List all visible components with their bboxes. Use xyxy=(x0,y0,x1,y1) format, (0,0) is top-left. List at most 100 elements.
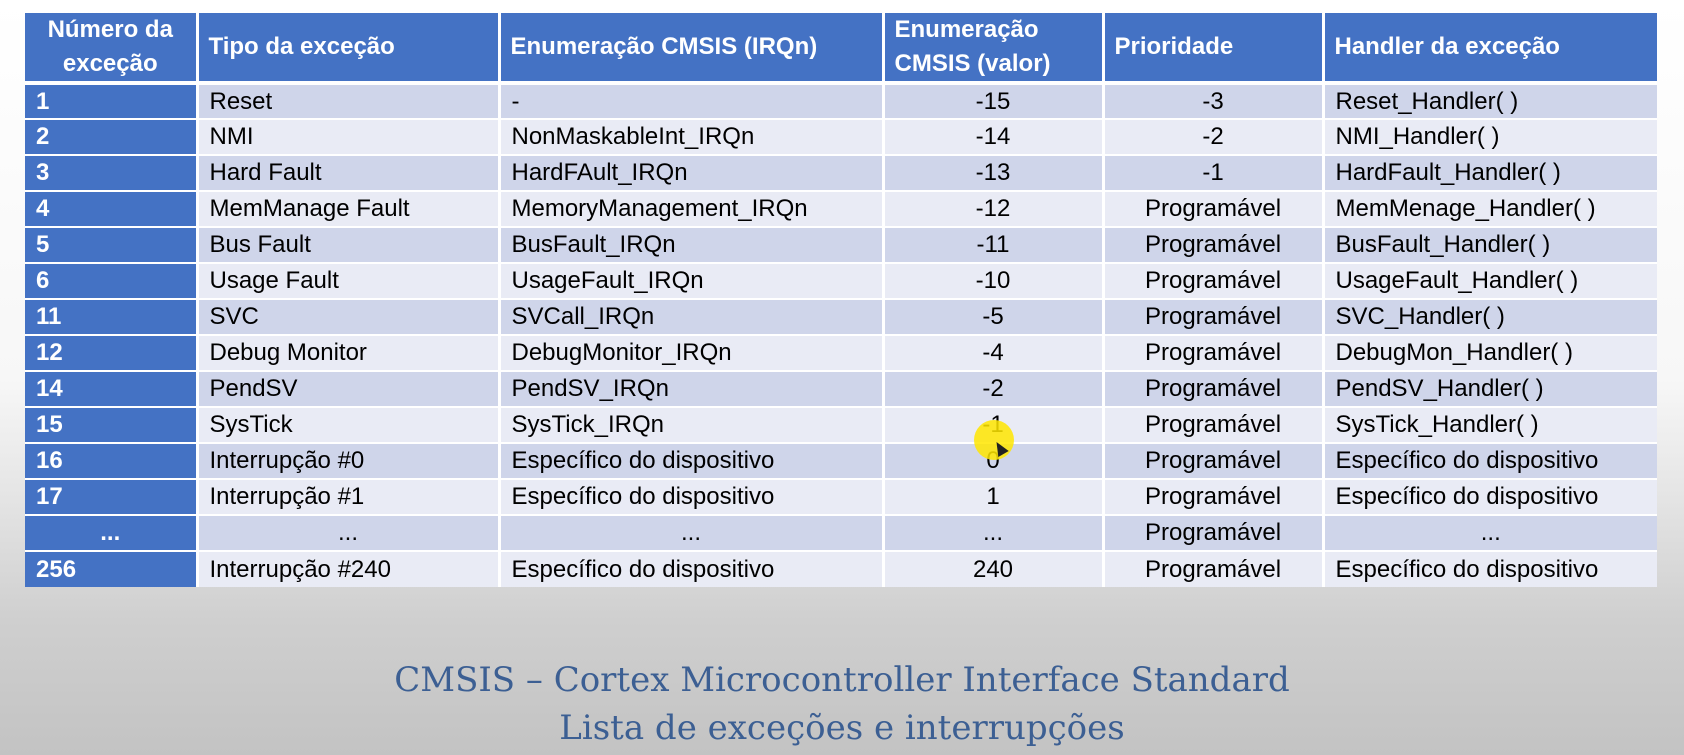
cell-priority: Programável xyxy=(1103,478,1325,515)
cell-exception-type: MemManage Fault xyxy=(197,190,501,227)
cell-exception-type: SysTick xyxy=(197,406,501,443)
cell-handler: HardFault_Handler( ) xyxy=(1323,154,1657,191)
cell-exception-type: Reset xyxy=(197,82,501,119)
cell-exception-type: Interrupção #1 xyxy=(197,478,501,515)
table-row: 16 Interrupção #0 Específico do dispositiv… xyxy=(25,442,1657,479)
cell-handler: SVC_Handler( ) xyxy=(1323,298,1657,335)
cell-exception-number: 3 xyxy=(25,154,199,191)
cell-priority: Programável xyxy=(1103,442,1325,479)
cell-cmsis-value: -13 xyxy=(883,154,1105,191)
table-row: 256 Interrupção #240 Específico do disposi… xyxy=(25,550,1657,587)
cell-exception-type: NMI xyxy=(197,118,501,155)
header-cmsis-value: Enumeração CMSIS (valor) xyxy=(883,13,1105,85)
cell-cmsis-value: ... xyxy=(883,514,1105,551)
cell-exception-number: 15 xyxy=(25,406,199,443)
cell-cmsis-value: -5 xyxy=(883,298,1105,335)
exceptions-table: Número da exceção Tipo da exceção Enumer… xyxy=(25,13,1657,587)
cell-exception-number: 2 xyxy=(25,118,199,155)
cell-exception-type: Hard Fault xyxy=(197,154,501,191)
cell-handler: BusFault_Handler( ) xyxy=(1323,226,1657,263)
table-row: 6 Usage Fault UsageFault_IRQn -10 Programáve… xyxy=(25,262,1657,299)
cell-cmsis-enum: NonMaskableInt_IRQn xyxy=(499,118,885,155)
cell-priority: -2 xyxy=(1103,118,1325,155)
cell-exception-type: Usage Fault xyxy=(197,262,501,299)
cell-priority: Programável xyxy=(1103,550,1325,587)
table-row: 4 MemManage Fault MemoryManagement_IRQn -12… xyxy=(25,190,1657,227)
cell-cmsis-value: -10 xyxy=(883,262,1105,299)
cell-cmsis-value: 240 xyxy=(883,550,1105,587)
cell-exception-type: PendSV xyxy=(197,370,501,407)
cell-exception-number: ... xyxy=(25,514,199,551)
cell-priority: Programável xyxy=(1103,262,1325,299)
caption-title: CMSIS – Cortex Microcontroller Interface… xyxy=(394,660,1290,700)
cell-cmsis-enum: PendSV_IRQn xyxy=(499,370,885,407)
table-body: 1 Reset - -15 -3 Reset_Handler( ) 2 NMI NonMaska… xyxy=(25,82,1657,587)
cell-cmsis-enum: SysTick_IRQn xyxy=(499,406,885,443)
cell-exception-type: Interrupção #240 xyxy=(197,550,501,587)
cell-cmsis-value: -2 xyxy=(883,370,1105,407)
cell-cmsis-value: -4 xyxy=(883,334,1105,371)
header-handler: Handler da exceção xyxy=(1323,13,1657,85)
cell-priority: Programável xyxy=(1103,334,1325,371)
cell-cmsis-value: -15 xyxy=(883,82,1105,119)
caption-subtitle: Lista de exceções e interrupções xyxy=(559,708,1125,748)
cell-exception-type: Debug Monitor xyxy=(197,334,501,371)
table-row: ............ Programável... xyxy=(25,514,1657,551)
cell-priority: Programável xyxy=(1103,226,1325,263)
cell-exception-number: 1 xyxy=(25,82,199,119)
table-row: 12 Debug Monitor DebugMonitor_IRQn -4 Progra… xyxy=(25,334,1657,371)
cell-cmsis-value: -14 xyxy=(883,118,1105,155)
cell-handler: Reset_Handler( ) xyxy=(1323,82,1657,119)
cell-handler: NMI_Handler( ) xyxy=(1323,118,1657,155)
cell-priority: -1 xyxy=(1103,154,1325,191)
table-row: 2 NMI NonMaskableInt_IRQn -14 -2 NMI_Handler(… xyxy=(25,118,1657,155)
cell-handler: UsageFault_Handler( ) xyxy=(1323,262,1657,299)
cell-exception-type: Bus Fault xyxy=(197,226,501,263)
table-row: 3 Hard Fault HardFAult_IRQn -13 -1 HardFault_… xyxy=(25,154,1657,191)
cell-exception-number: 11 xyxy=(25,298,199,335)
cell-handler: MemMenage_Handler( ) xyxy=(1323,190,1657,227)
cell-priority: Programável xyxy=(1103,406,1325,443)
cell-cmsis-enum: SVCall_IRQn xyxy=(499,298,885,335)
header-priority: Prioridade xyxy=(1103,13,1325,85)
cell-handler: Específico do dispositivo xyxy=(1323,550,1657,587)
cell-handler: ... xyxy=(1323,514,1657,551)
cell-cmsis-enum: MemoryManagement_IRQn xyxy=(499,190,885,227)
cell-cmsis-enum: Específico do dispositivo xyxy=(499,478,885,515)
cell-exception-type: SVC xyxy=(197,298,501,335)
cell-handler: SysTick_Handler( ) xyxy=(1323,406,1657,443)
cell-exception-number: 6 xyxy=(25,262,199,299)
cell-exception-number: 4 xyxy=(25,190,199,227)
header-exception-type: Tipo da exceção xyxy=(197,13,501,85)
table-header-row: Número da exceção Tipo da exceção Enumer… xyxy=(25,13,1657,85)
exceptions-table-container: Número da exceção Tipo da exceção Enumer… xyxy=(25,13,1657,587)
cell-cmsis-enum: DebugMonitor_IRQn xyxy=(499,334,885,371)
cell-cmsis-enum: Específico do dispositivo xyxy=(499,442,885,479)
cell-cmsis-value: -11 xyxy=(883,226,1105,263)
cell-cmsis-enum: - xyxy=(499,82,885,119)
cell-handler: PendSV_Handler( ) xyxy=(1323,370,1657,407)
cell-exception-number: 256 xyxy=(25,550,199,587)
cell-exception-number: 12 xyxy=(25,334,199,371)
cell-cmsis-enum: Específico do dispositivo xyxy=(499,550,885,587)
cell-priority: Programável xyxy=(1103,190,1325,227)
cursor-highlight xyxy=(974,420,1014,460)
table-row: 14 PendSV PendSV_IRQn -2 Programável PendSV_H… xyxy=(25,370,1657,407)
cell-exception-number: 14 xyxy=(25,370,199,407)
table-row: 17 Interrupção #1 Específico do dispositiv… xyxy=(25,478,1657,515)
table-row: 5 Bus Fault BusFault_IRQn -11 Programável Bus… xyxy=(25,226,1657,263)
table-row: 1 Reset - -15 -3 Reset_Handler( ) xyxy=(25,82,1657,119)
cell-handler: Específico do dispositivo xyxy=(1323,478,1657,515)
cell-cmsis-value: -12 xyxy=(883,190,1105,227)
cell-handler: DebugMon_Handler( ) xyxy=(1323,334,1657,371)
cell-exception-number: 16 xyxy=(25,442,199,479)
cell-cmsis-value: 1 xyxy=(883,478,1105,515)
cell-priority: -3 xyxy=(1103,82,1325,119)
cell-cmsis-enum: BusFault_IRQn xyxy=(499,226,885,263)
table-row: 11 SVC SVCall_IRQn -5 Programável SVC_Handler… xyxy=(25,298,1657,335)
cell-cmsis-enum: ... xyxy=(499,514,885,551)
cell-exception-number: 5 xyxy=(25,226,199,263)
cell-priority: Programável xyxy=(1103,514,1325,551)
cell-handler: Específico do dispositivo xyxy=(1323,442,1657,479)
cell-cmsis-enum: HardFAult_IRQn xyxy=(499,154,885,191)
